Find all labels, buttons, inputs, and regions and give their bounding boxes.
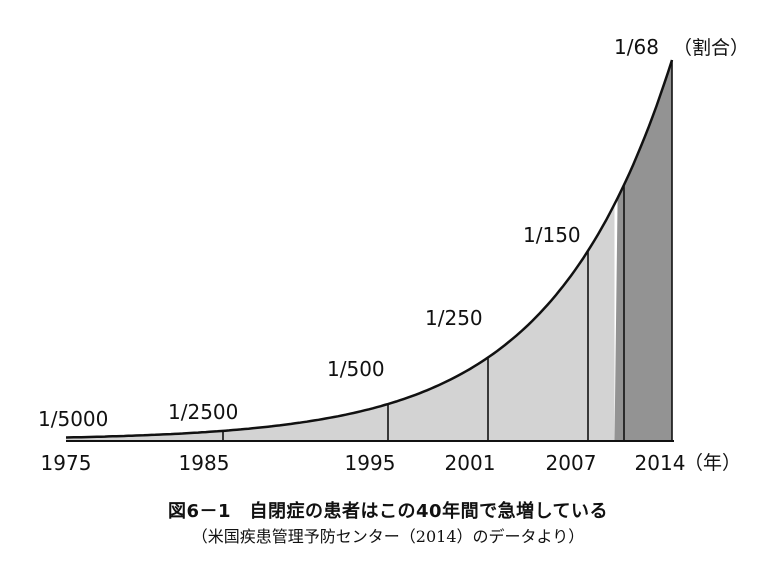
data-label: 1/500: [327, 357, 385, 381]
figure-title: 図6－1 自閉症の患者はこの40年間で急増している: [167, 501, 609, 522]
x-tick-label: 1985: [179, 451, 230, 475]
x-tick-label: 2007: [546, 451, 597, 475]
chart-area-fills: [66, 60, 672, 441]
area-fill-dark: [614, 60, 672, 441]
x-tick-label: 1995: [345, 451, 396, 475]
prevalence-curve: [65, 59, 674, 439]
x-tick-label: 2001: [445, 451, 496, 475]
data-label: 1/150: [523, 223, 581, 247]
x-tick-label: 2014: [635, 451, 686, 475]
x-tick-labels: 1975 1985 1995 2001 2007 2014: [41, 451, 686, 475]
data-label: 1/250: [425, 306, 483, 330]
chart-dividers: [222, 60, 673, 441]
figure-source-note: （米国疾患管理予防センター（2014）のデータより）: [191, 527, 585, 546]
data-label: 1/2500: [168, 400, 238, 424]
data-label: 1/68: [614, 35, 659, 59]
y-unit-label: （割合）: [673, 37, 749, 59]
data-label: 1/5000: [38, 407, 108, 431]
area-fill-light: [66, 204, 615, 441]
chart: 1975 1985 1995 2001 2007 2014 1/5000 1/25001/5…: [38, 35, 749, 475]
x-axis-unit-label: （年）: [684, 452, 741, 474]
data-labels: 1/5000 1/2500 1/500 1/250 1/150 1/68 （割合）: [38, 35, 749, 431]
x-tick-label: 1975: [41, 451, 92, 475]
